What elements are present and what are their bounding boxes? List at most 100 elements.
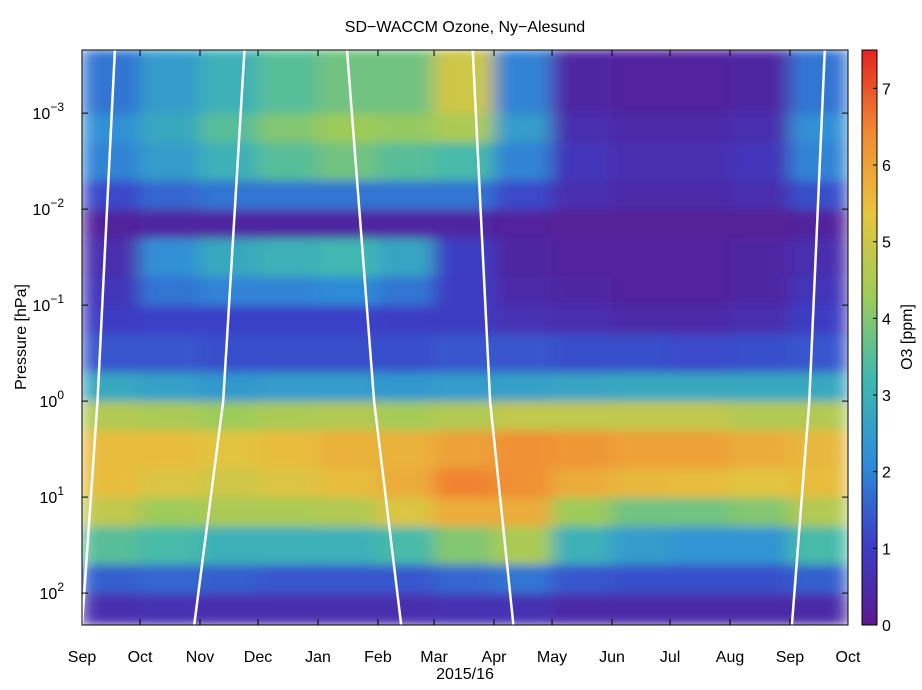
heatmap-cell xyxy=(493,400,553,431)
heatmap-cell xyxy=(669,496,731,527)
heatmap-cell xyxy=(317,112,379,143)
heatmap-cell xyxy=(377,400,435,431)
heatmap-cell xyxy=(139,304,201,335)
heatmap-cell xyxy=(729,275,791,306)
heatmap-cell xyxy=(789,467,848,498)
heatmap-cell xyxy=(789,371,848,402)
heatmap-cell xyxy=(493,112,553,143)
heatmap-cell xyxy=(669,179,731,210)
heatmap-cell xyxy=(729,304,791,335)
heatmap-cell xyxy=(377,563,435,594)
heatmap-cell xyxy=(317,179,379,210)
heatmap-cell xyxy=(669,525,731,565)
x-tick-label: Nov xyxy=(186,649,214,666)
heatmap-cell xyxy=(257,141,319,181)
contour-line xyxy=(82,50,117,625)
heatmap-cell xyxy=(669,208,731,239)
heatmap-cell xyxy=(611,275,671,306)
heatmap-cell xyxy=(139,496,201,527)
heatmap-cell xyxy=(257,179,319,210)
heatmap-cell xyxy=(493,429,553,469)
heatmap-cell xyxy=(257,112,319,143)
heatmap-cell xyxy=(377,304,435,335)
heatmap-cell xyxy=(317,563,379,594)
y-tick-label: 101 xyxy=(40,484,65,507)
contour-line xyxy=(790,50,827,625)
heatmap-cell xyxy=(669,400,731,431)
colorbar-tick-label: 7 xyxy=(882,81,891,98)
heatmap-cell xyxy=(611,429,671,469)
heatmap-cell xyxy=(317,496,379,527)
heatmap-cell xyxy=(493,208,553,239)
heatmap-cell xyxy=(199,563,259,594)
heatmap-cell xyxy=(551,525,613,565)
heatmap-cell xyxy=(199,112,259,143)
heatmap-cell xyxy=(139,237,201,277)
heatmap-cell xyxy=(551,112,613,143)
heatmap-cell xyxy=(493,237,553,277)
heatmap-cell xyxy=(729,525,791,565)
heatmap-cell xyxy=(551,467,613,498)
heatmap-cell xyxy=(551,237,613,277)
heatmap-cell xyxy=(669,371,731,402)
heatmap-cell xyxy=(493,525,553,565)
heatmap-cell xyxy=(669,467,731,498)
heatmap-cell xyxy=(729,112,791,143)
heatmap-cell xyxy=(257,496,319,527)
heatmap-cell xyxy=(433,333,495,373)
heatmap-cell xyxy=(433,525,495,565)
heatmap-cell xyxy=(199,467,259,498)
heatmap-cell xyxy=(199,371,259,402)
heatmap-cell xyxy=(377,429,435,469)
heatmap-cell xyxy=(433,371,495,402)
heatmap-cell xyxy=(257,50,319,114)
heatmap-cell xyxy=(199,333,259,373)
x-tick-label: Jul xyxy=(660,649,680,666)
heatmap-cell xyxy=(669,563,731,594)
heatmap-cell xyxy=(139,112,201,143)
heatmap-cell xyxy=(82,563,141,594)
heatmap-cell xyxy=(139,525,201,565)
heatmap-cell xyxy=(433,179,495,210)
heatmap-cell xyxy=(493,141,553,181)
heatmap-cell xyxy=(433,112,495,143)
y-tick-label: 10−2 xyxy=(33,196,65,219)
heatmap-cell xyxy=(317,467,379,498)
heatmap-cell xyxy=(199,50,259,114)
colorbar-tick-label: 1 xyxy=(882,541,891,558)
colorbar-tick-label: 4 xyxy=(882,311,891,328)
heatmap-cell xyxy=(669,304,731,335)
heatmap-cell xyxy=(257,563,319,594)
heatmap-cell xyxy=(551,429,613,469)
x-tick-label: Mar xyxy=(420,649,448,666)
heatmap-cell xyxy=(199,525,259,565)
heatmap-cell xyxy=(377,525,435,565)
heatmap-cell xyxy=(729,237,791,277)
heatmap-cell xyxy=(729,141,791,181)
heatmap-cell xyxy=(669,333,731,373)
heatmap-cell xyxy=(377,467,435,498)
heatmap-cell xyxy=(139,467,201,498)
heatmap-cell xyxy=(493,467,553,498)
heatmap-cell xyxy=(139,179,201,210)
x-tick-label: May xyxy=(537,649,567,666)
heatmap-cell xyxy=(139,275,201,306)
contour-line xyxy=(192,50,246,625)
heatmap-cell xyxy=(789,496,848,527)
heatmap-cell xyxy=(789,333,848,373)
heatmap-cell xyxy=(199,237,259,277)
heatmap-cell xyxy=(729,592,791,625)
x-tick-label: Jan xyxy=(305,649,331,666)
heatmap-cell xyxy=(611,467,671,498)
heatmap-cell xyxy=(433,208,495,239)
colorbar-tick-label: 6 xyxy=(882,158,891,175)
heatmap-cell xyxy=(493,371,553,402)
heatmap-cell xyxy=(139,50,201,114)
heatmap-cell xyxy=(729,333,791,373)
heatmap-cell xyxy=(257,429,319,469)
heatmap-cell xyxy=(493,179,553,210)
heatmap-cell xyxy=(82,400,141,431)
heatmap-cell xyxy=(257,592,319,625)
heatmap-cell xyxy=(493,304,553,335)
heatmap-cell xyxy=(611,592,671,625)
